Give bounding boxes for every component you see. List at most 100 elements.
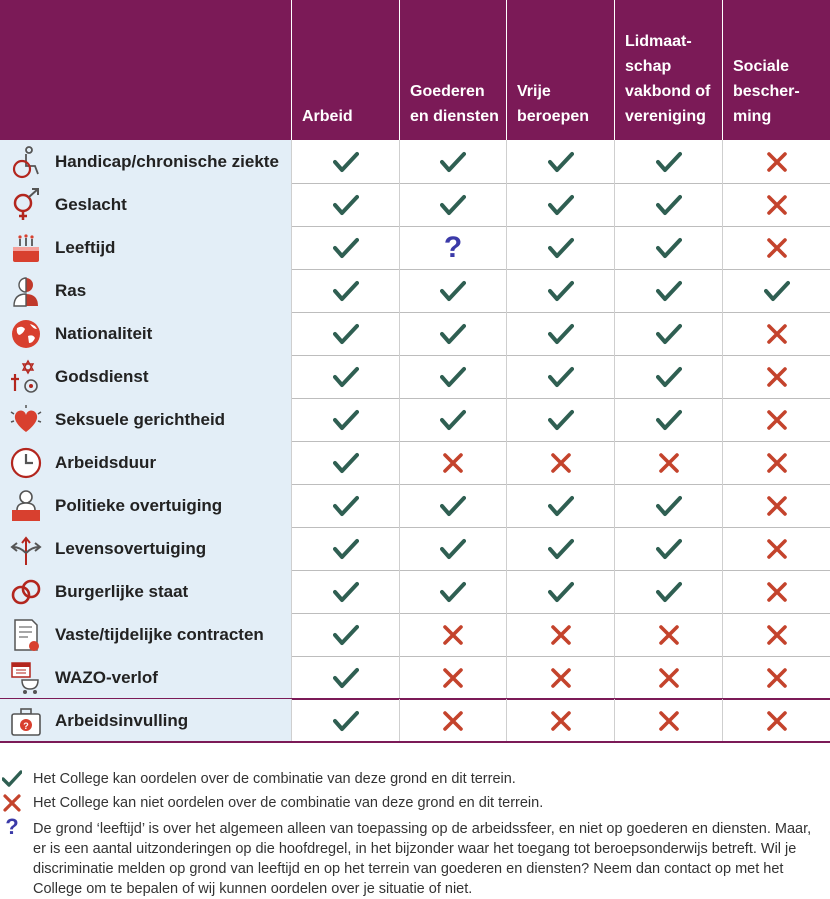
check-icon [332, 495, 359, 517]
cross-icon [442, 452, 464, 474]
check-icon [655, 495, 682, 517]
table-cell [614, 355, 722, 398]
check-icon [440, 366, 466, 388]
table-cell [506, 613, 614, 656]
check-icon [655, 323, 682, 345]
table-cell [291, 656, 399, 699]
row-divider [0, 613, 830, 614]
table-cell [291, 699, 399, 742]
table-cell [614, 269, 722, 312]
table-cell [399, 656, 506, 699]
cross-icon [766, 452, 788, 474]
check-icon [440, 495, 466, 517]
table-cell [614, 699, 722, 742]
cross-icon [550, 667, 572, 689]
wheelchair-icon [8, 144, 44, 180]
check-icon [440, 409, 466, 431]
row-divider [0, 698, 830, 700]
check-icon [763, 280, 790, 302]
row-label-cell: Burgerlijke staat [0, 570, 291, 613]
cross-icon [658, 667, 680, 689]
table-cell [399, 484, 506, 527]
row-divider [0, 355, 830, 356]
check-icon [547, 280, 574, 302]
table-cell [614, 398, 722, 441]
table-cell [722, 613, 830, 656]
row-label-cell: Arbeidsduur [0, 441, 291, 484]
row-label: Arbeidsinvulling [55, 710, 189, 730]
table-cell [506, 441, 614, 484]
row-label: Burgerlijke staat [55, 581, 189, 601]
row-divider [0, 741, 830, 743]
table-cell [506, 312, 614, 355]
table-cell [614, 484, 722, 527]
table-cell [722, 398, 830, 441]
check-icon [332, 581, 359, 603]
table-cell [506, 226, 614, 269]
check-icon [655, 151, 682, 173]
row-label: Handicap/chronische ziekte [55, 151, 279, 171]
check-icon [547, 581, 574, 603]
birthday-cake-icon [8, 230, 44, 266]
check-icon [655, 538, 682, 560]
table-cell [722, 484, 830, 527]
table-row: Arbeidsduur [0, 441, 830, 484]
table-cell [291, 226, 399, 269]
table-cell [399, 183, 506, 226]
row-label-cell: WAZO-verlof [0, 656, 291, 699]
table-cell [506, 398, 614, 441]
table-row: Geslacht [0, 183, 830, 226]
legend-question-text: De grond ‘leeftijd’ is over het algemeen… [33, 821, 812, 897]
row-divider [0, 398, 830, 399]
cross-icon [442, 710, 464, 732]
check-icon [655, 409, 682, 431]
row-divider [0, 312, 830, 313]
table-cell [614, 226, 722, 269]
check-icon [332, 151, 359, 173]
cross-icon [658, 710, 680, 732]
table-row: Politieke overtuiging [0, 484, 830, 527]
check-icon [440, 280, 466, 302]
check-icon [2, 769, 22, 789]
cross-icon [766, 624, 788, 646]
table-cell [291, 269, 399, 312]
table-cell [506, 699, 614, 742]
check-icon [332, 452, 359, 474]
table-cell [506, 355, 614, 398]
cross-icon [766, 194, 788, 216]
check-icon [655, 237, 682, 259]
heart-icon [8, 402, 44, 438]
row-divider [0, 656, 830, 657]
check-icon [547, 538, 574, 560]
check-icon [440, 151, 466, 173]
check-icon [547, 366, 574, 388]
row-label-cell: Seksuele gerichtheid [0, 398, 291, 441]
table-cell [722, 183, 830, 226]
cross-icon [766, 366, 788, 388]
table-cell [291, 570, 399, 613]
cross-icon [766, 667, 788, 689]
table-cell [722, 699, 830, 742]
table-row: ? Arbeidsinvulling [0, 699, 830, 742]
row-label-cell: Ras [0, 269, 291, 312]
column-header-vrije-beroepen: Vrije beroepen [506, 0, 614, 140]
briefcase-question-icon: ? [8, 703, 44, 739]
row-label: Arbeidsduur [55, 452, 157, 472]
svg-text:?: ? [23, 721, 29, 731]
row-label: Leeftijd [55, 237, 116, 257]
table-cell [722, 226, 830, 269]
row-divider [0, 527, 830, 528]
table-cell [291, 355, 399, 398]
table-cell [291, 484, 399, 527]
row-divider [0, 441, 830, 442]
check-icon [547, 323, 574, 345]
check-icon [332, 237, 359, 259]
table-cell [722, 269, 830, 312]
table-cell [506, 140, 614, 183]
table-cell [722, 527, 830, 570]
row-label-cell: Godsdienst [0, 355, 291, 398]
table-cell [614, 441, 722, 484]
table-row: Levensovertuiging [0, 527, 830, 570]
table-cell [291, 183, 399, 226]
speaker-podium-icon [8, 488, 44, 524]
